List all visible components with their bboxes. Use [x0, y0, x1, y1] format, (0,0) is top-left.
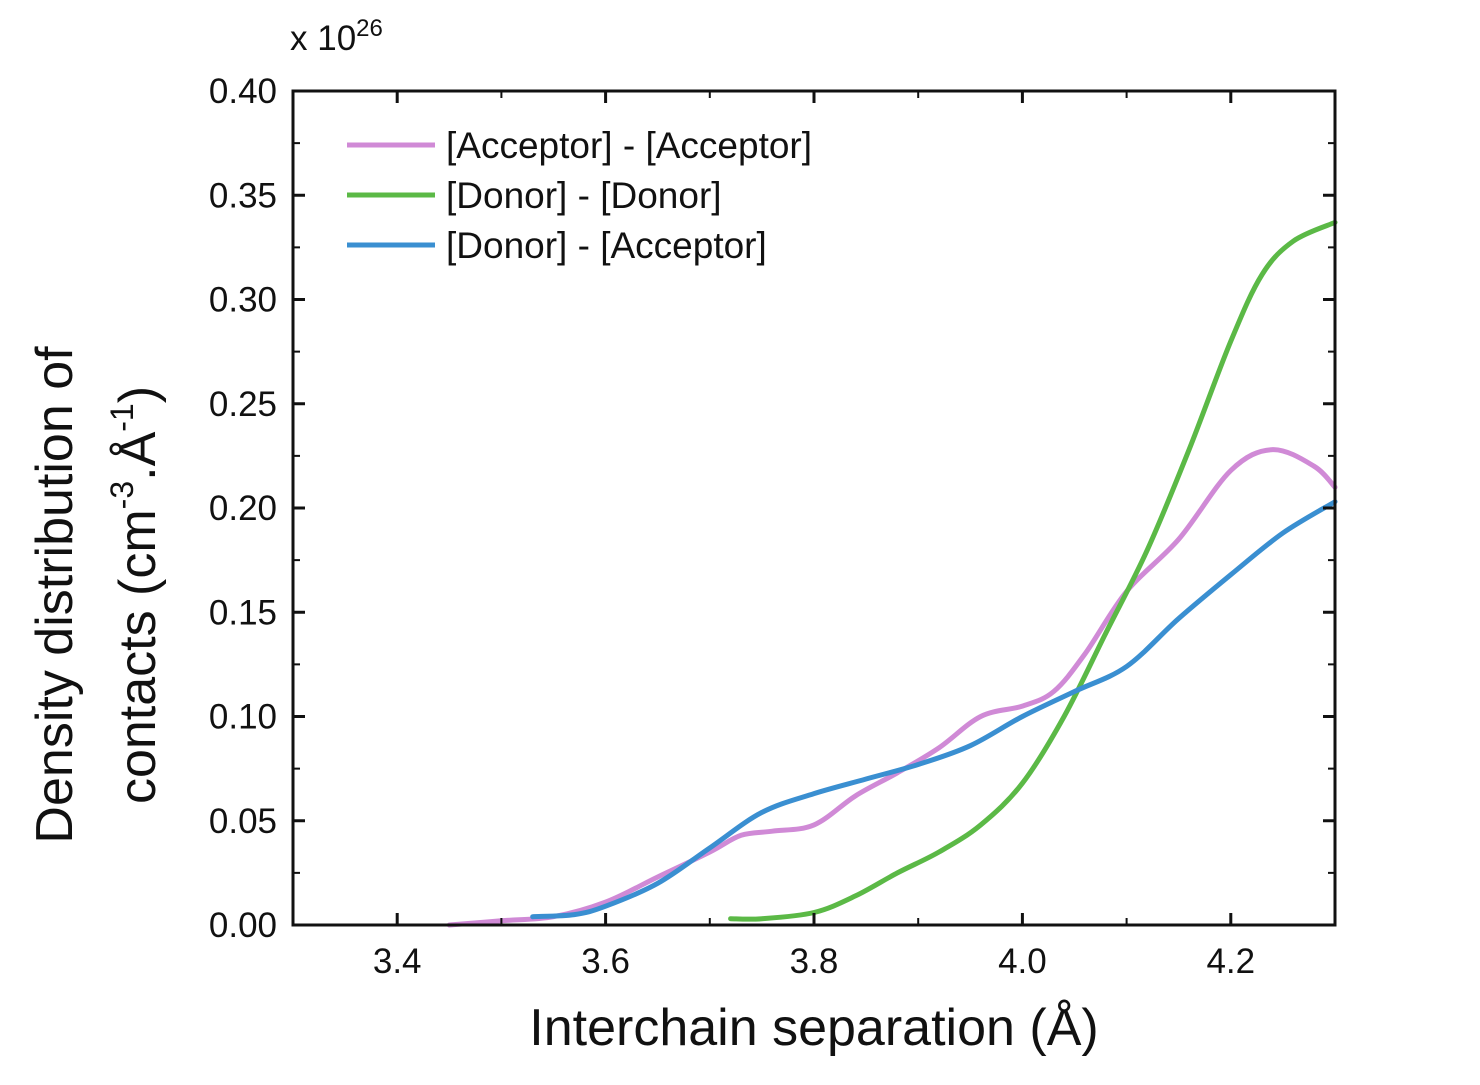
y-tick-label: 0.35 — [209, 176, 277, 215]
series-line-3 — [530, 499, 1338, 920]
ticks-layer: 3.4 3.6 3.8 4.0 4.2 0.00 0.05 0.10 0.15 0.20 0.25 0… — [209, 72, 1335, 981]
legend-label-1: [Acceptor] - [Acceptor] — [446, 125, 812, 166]
plot-frame — [291, 89, 1337, 927]
y-tick-label: 0.00 — [209, 906, 277, 945]
y-multiplier: x 1026 — [290, 15, 383, 58]
legend-label-2: [Donor] - [Donor] — [446, 175, 722, 216]
series-layer — [446, 219, 1338, 928]
series-line-2 — [728, 219, 1338, 922]
legend-label-3: [Donor] - [Acceptor] — [446, 225, 767, 266]
y-tick-label: 0.15 — [209, 593, 277, 632]
series-line-1 — [446, 447, 1338, 928]
y-tick-label: 0.10 — [209, 698, 277, 737]
x-tick-label: 3.6 — [581, 942, 630, 981]
y-axis-title-line2: contacts (cm-3.Å-1) — [104, 386, 167, 804]
y-tick-label: 0.30 — [209, 281, 277, 320]
y-tick-label: 0.25 — [209, 385, 277, 424]
x-tick-label: 3.8 — [790, 942, 839, 981]
x-tick-label: 3.4 — [373, 942, 422, 981]
y-tick-label: 0.40 — [209, 72, 277, 111]
legend: [Acceptor] - [Acceptor] [Donor] - [Donor]… — [347, 125, 812, 266]
x-tick-label: 4.0 — [998, 942, 1047, 981]
y-axis-title-line1: Density distribution of — [26, 346, 84, 844]
x-axis-title: Interchain separation (Å) — [529, 999, 1098, 1057]
x-tick-label: 4.2 — [1206, 942, 1255, 981]
y-tick-label: 0.05 — [209, 802, 277, 841]
y-axis-title: Density distribution of contacts (cm-3.Å… — [26, 346, 167, 844]
y-tick-label: 0.20 — [209, 489, 277, 528]
